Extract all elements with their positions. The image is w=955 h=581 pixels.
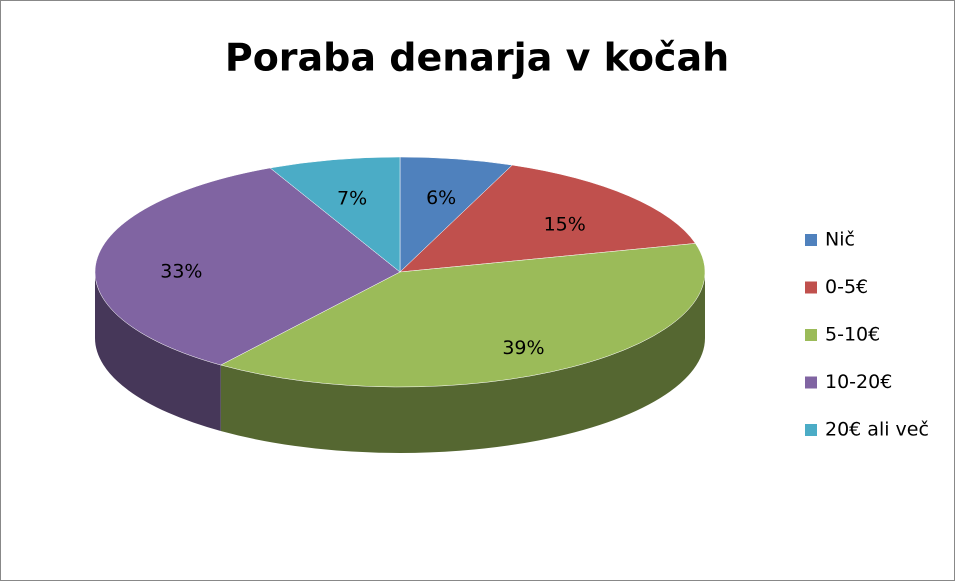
- slice-side: [220, 272, 705, 453]
- slice: [399, 164, 696, 273]
- legend-swatch: [805, 376, 817, 389]
- legend-swatch: [805, 329, 817, 341]
- data-label: 15%: [544, 214, 586, 236]
- legend-swatch: [805, 281, 817, 294]
- legend-label: 10-20€: [825, 371, 892, 393]
- data-label: 39%: [502, 337, 544, 359]
- data-label: 33%: [160, 261, 202, 283]
- slice-side: [95, 272, 221, 432]
- slice: [269, 156, 401, 273]
- chart-title: Poraba denarja v kočah: [225, 36, 729, 80]
- slice: [220, 243, 706, 388]
- slice: [94, 167, 401, 366]
- data-label: 6%: [426, 187, 456, 209]
- legend-label: 0-5€: [825, 276, 868, 298]
- legend-label: Nič: [825, 229, 855, 251]
- data-label: 7%: [337, 188, 367, 210]
- legend-swatch: [805, 234, 817, 246]
- legend-swatch: [805, 424, 817, 436]
- legend-label: 20€ ali več: [825, 419, 929, 441]
- legend-label: 5-10€: [825, 324, 880, 346]
